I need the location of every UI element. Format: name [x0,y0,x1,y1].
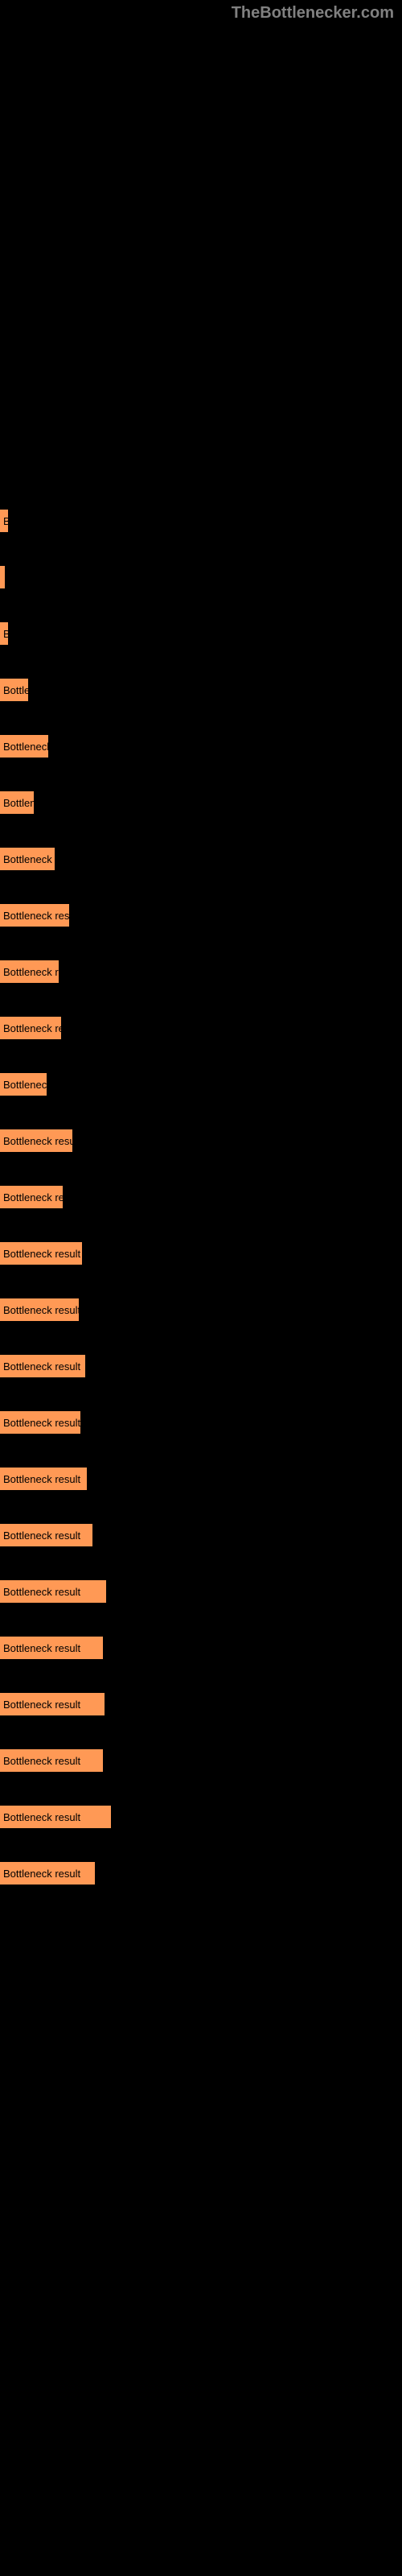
chart-bar: Bottle [0,679,28,701]
bar-label: Bottleneck [3,741,48,753]
bar-row: Bottleneck resul [0,1129,402,1152]
bar-chart: B B Bottle Bottleneck Bottlen Bottleneck r Bot… [0,27,402,1885]
bar-label: Bottleneck [3,1079,47,1091]
bar-row: Bottleneck [0,1073,402,1096]
bar-row: Bottleneck resu [0,904,402,927]
bar-label: Bottleneck result [3,1586,80,1598]
chart-bar: Bottleneck result [0,1524,92,1546]
chart-bar: Bottleneck result [0,1862,95,1885]
bar-row: Bottleneck result [0,1749,402,1772]
chart-bar: Bottleneck result [0,1355,85,1377]
chart-bar: Bottleneck result [0,1749,103,1772]
bar-label: Bottleneck r [3,853,55,865]
bar-row: Bottleneck r [0,848,402,870]
chart-bar: Bottleneck re [0,1017,61,1039]
bar-row: Bottleneck result [0,1580,402,1603]
chart-bar: B [0,510,8,532]
bar-label: Bottleneck result [3,1811,80,1823]
bar-label: B [3,515,8,527]
bar-label: Bottleneck resul [3,1135,72,1147]
chart-bar: Bottleneck [0,735,48,758]
chart-bar: Bottleneck result [0,1806,111,1828]
chart-bar: Bottleneck res [0,1186,63,1208]
bar-row: Bottleneck result [0,1806,402,1828]
chart-bar: Bottleneck result [0,1411,80,1434]
bar-label: Bottleneck result [3,1248,80,1260]
bar-label: Bottleneck result [3,1642,80,1654]
bar-label: Bottleneck res [3,1191,63,1203]
bar-row: Bottleneck re [0,960,402,983]
bar-label: B [3,628,8,640]
bar-row: Bottleneck res [0,1186,402,1208]
bar-row: Bottleneck result [0,1693,402,1715]
bar-row: Bottlen [0,791,402,814]
site-name: TheBottlenecker.com [232,4,394,22]
bar-row: B [0,622,402,645]
chart-bar: Bottleneck re [0,960,59,983]
bar-row: Bottleneck re [0,1017,402,1039]
chart-bar: Bottleneck result [0,1468,87,1490]
bar-label: Bottleneck resu [3,910,69,922]
bar-row: Bottleneck result [0,1637,402,1659]
bar-row: Bottleneck result [0,1468,402,1490]
bar-row: Bottleneck [0,735,402,758]
chart-bar: Bottleneck result [0,1693,105,1715]
bar-label: Bottleneck result [3,1304,79,1316]
chart-bar: Bottleneck result [0,1580,106,1603]
bar-label: Bottleneck result [3,1530,80,1542]
chart-bar: Bottleneck result [0,1298,79,1321]
bar-label: Bottleneck result [3,1360,80,1373]
chart-bar: Bottleneck resu [0,904,69,927]
chart-bar [0,566,5,588]
bar-label: Bottleneck result [3,1417,80,1429]
chart-bar: Bottleneck [0,1073,47,1096]
bar-label: Bottle [3,684,28,696]
bar-row: Bottleneck result [0,1524,402,1546]
chart-bar: Bottleneck result [0,1242,82,1265]
bar-row: Bottleneck result [0,1242,402,1265]
chart-bar: Bottlen [0,791,34,814]
bar-row: Bottle [0,679,402,701]
bar-row: Bottleneck result [0,1298,402,1321]
chart-bar: Bottleneck resul [0,1129,72,1152]
bar-row: Bottleneck result [0,1355,402,1377]
chart-bar: Bottleneck r [0,848,55,870]
bar-label: Bottleneck result [3,1868,80,1880]
bar-label: Bottleneck re [3,966,59,978]
chart-bar: Bottleneck result [0,1637,103,1659]
bar-row: B [0,510,402,532]
site-header: TheBottlenecker.com [0,0,402,27]
bar-label: Bottlen [3,797,34,809]
bar-row: Bottleneck result [0,1411,402,1434]
bar-row [0,566,402,588]
bar-row: Bottleneck result [0,1862,402,1885]
bar-label: Bottleneck re [3,1022,61,1034]
chart-bar: B [0,622,8,645]
bar-label: Bottleneck result [3,1755,80,1767]
bar-label: Bottleneck result [3,1699,80,1711]
bar-label: Bottleneck result [3,1473,80,1485]
